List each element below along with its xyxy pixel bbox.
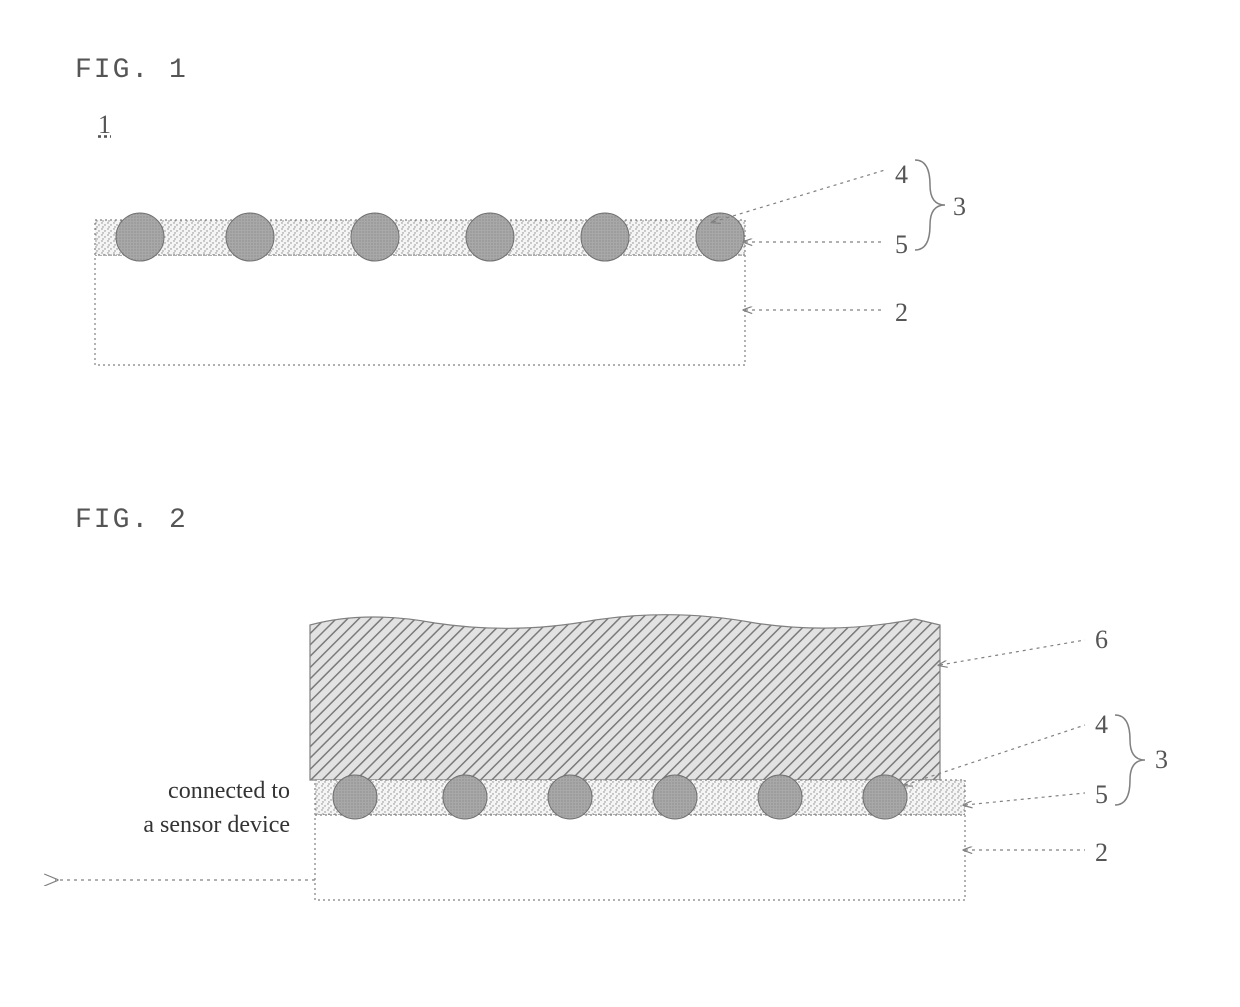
fig2-ref-6: 6 (1095, 625, 1108, 655)
brace-3b (1115, 715, 1145, 805)
substrate-2 (315, 815, 965, 900)
fig1-ref-3: 3 (953, 192, 966, 222)
assembly-ref: 1 (98, 110, 111, 140)
fig1-diagram (95, 160, 995, 410)
brace-3 (915, 160, 945, 250)
fig2-ref-4: 4 (1095, 710, 1108, 740)
fig1-label: FIG. 1 (75, 55, 188, 86)
top-block (310, 615, 940, 780)
fig2-label: FIG. 2 (75, 505, 188, 536)
binder-layer (95, 220, 745, 255)
leader-5b (965, 793, 1085, 805)
fig1-ref-4: 4 (895, 160, 908, 190)
leader-4 (713, 170, 885, 222)
leader-6 (940, 640, 1085, 665)
caption-line2: a sensor device (143, 812, 290, 838)
fig2-ref-3: 3 (1155, 745, 1168, 775)
fig2-ref-2: 2 (1095, 838, 1108, 868)
substrate (95, 255, 745, 365)
caption-line1: connected to (168, 778, 290, 804)
fig2-ref-5: 5 (1095, 780, 1108, 810)
fig1-ref-2: 2 (895, 298, 908, 328)
fig1-ref-5: 5 (895, 230, 908, 260)
sensor-caption: connected to a sensor device (90, 775, 290, 842)
